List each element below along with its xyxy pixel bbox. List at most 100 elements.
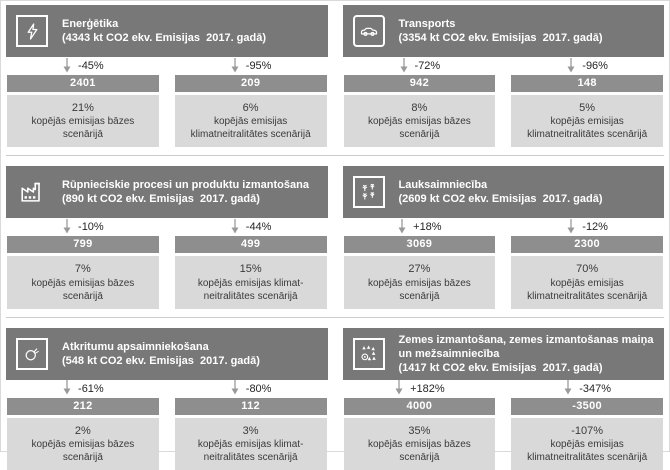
scenario-desc: kopējās emisijas klimat-neitralitātes sc… bbox=[197, 277, 304, 302]
share-label: 70% bbox=[576, 263, 599, 276]
scenario-desc: kopējās emisijas bāzes scenārijā bbox=[31, 277, 135, 302]
scenario-columns: -45% 2401 21% kopējās emisijas bāzes sce… bbox=[6, 57, 328, 148]
header-text: Rūpnieciskie procesi un produktu izmanto… bbox=[62, 178, 318, 206]
down-arrow-icon bbox=[400, 57, 408, 72]
header-text: Atkritumu apsaimniekošana (548 kt CO2 ek… bbox=[62, 340, 318, 368]
value-bar: 209 bbox=[174, 75, 327, 92]
header-text: Lauksaimniecība (2609 kt CO2 ekv. Emisij… bbox=[399, 178, 655, 206]
scenario-desc: kopējās emisijas bāzes scenārijā bbox=[367, 439, 471, 464]
scenario-desc: kopējās emisijas bāzes scenārijā bbox=[31, 439, 135, 464]
value-bar: -3500 bbox=[511, 397, 663, 415]
climate-scenario-column: -80% 112 3% kopējās emisijas klimat-neit… bbox=[174, 380, 327, 470]
connector: -10% bbox=[7, 218, 159, 236]
panel-zemes-izmantosana: Zemes izmantošana, zemes izmantošanas ma… bbox=[342, 327, 664, 470]
change-label: -10% bbox=[78, 221, 104, 234]
share-label: 35% bbox=[408, 424, 431, 437]
share-label: 5% bbox=[579, 102, 596, 114]
header-text: Transports (3354 kt CO2 ekv. Emisijas 20… bbox=[399, 17, 655, 45]
sector-header: Enerģētika (4343 kt CO2 ekv. Emisijas 20… bbox=[6, 5, 328, 57]
base-scenario-column: -45% 2401 21% kopējās emisijas bāzes sce… bbox=[7, 57, 159, 148]
sector-subtitle: (890 kt CO2 ekv. Emisijas 2017. gadā) bbox=[62, 193, 260, 206]
scenario-desc: kopējās emisijas klimatneitralitātes sce… bbox=[527, 277, 648, 302]
row-divider bbox=[6, 316, 664, 318]
share-label: 27% bbox=[408, 263, 431, 276]
connector: -72% bbox=[344, 57, 496, 75]
panel-rupnieciskie-procesi: Rūpnieciskie procesi un produktu izmanto… bbox=[6, 166, 328, 309]
share-label: 3% bbox=[242, 424, 259, 437]
scenario-desc-box: 8% kopējās emisijas bāzes scenārijā bbox=[343, 95, 496, 148]
plants-icon bbox=[352, 176, 385, 209]
row-2: Rūpnieciskie procesi un produktu izmanto… bbox=[6, 166, 665, 309]
change-label: -45% bbox=[78, 60, 104, 72]
climate-scenario-column: -44% 499 15% kopējās emisijas klimat-nei… bbox=[174, 218, 327, 309]
waste-bag-icon bbox=[16, 337, 48, 370]
connector: -12% bbox=[511, 218, 663, 236]
climate-scenario-column: -96% 148 5% kopējās emisijas klimatneitr… bbox=[511, 57, 663, 148]
panel-atkritumu-apsaimniekosana: Atkritumu apsaimniekošana (548 kt CO2 ek… bbox=[6, 327, 328, 470]
sector-subtitle: (1417 kt CO2 ekv. Emisijas 2017. gadā) bbox=[398, 361, 603, 374]
scenario-desc: kopējās emisijas bāzes scenārijā bbox=[31, 116, 135, 141]
down-arrow-icon bbox=[395, 380, 403, 395]
down-arrow-icon bbox=[564, 380, 572, 395]
change-label: -347% bbox=[579, 382, 612, 395]
down-arrow-icon bbox=[63, 57, 71, 72]
share-label: 21% bbox=[71, 102, 94, 114]
change-label: -61% bbox=[78, 382, 104, 395]
change-label: -12% bbox=[582, 221, 608, 234]
sector-subtitle: (4343 kt CO2 ekv. Emisijas 2017. gadā) bbox=[62, 32, 267, 44]
scenario-desc-box: 6% kopējās emisijas klimatneitralitātes … bbox=[174, 95, 327, 148]
value-bar: 942 bbox=[343, 75, 496, 92]
panel-transports: Transports (3354 kt CO2 ekv. Emisijas 20… bbox=[342, 5, 665, 148]
scenario-columns: -72% 942 8% kopējās emisijas bāzes scenā… bbox=[343, 57, 665, 148]
down-arrow-icon bbox=[63, 218, 71, 234]
factory-icon bbox=[16, 176, 48, 208]
value-bar: 499 bbox=[174, 236, 327, 254]
value-bar: 799 bbox=[7, 236, 159, 254]
header-text: Enerģētika (4343 kt CO2 ekv. Emisijas 20… bbox=[62, 17, 318, 45]
scenario-columns: +18% 3069 27% kopējās emisijas bāzes sce… bbox=[343, 218, 665, 309]
scenario-desc-box: 7% kopējās emisijas bāzes scenārijā bbox=[7, 256, 159, 309]
sector-header: Rūpnieciskie procesi un produktu izmanto… bbox=[6, 166, 328, 219]
share-label: 2% bbox=[74, 424, 91, 437]
connector: -61% bbox=[7, 380, 159, 398]
scenario-desc-box: 5% kopējās emisijas klimatneitralitātes … bbox=[511, 95, 663, 148]
sector-subtitle: (2609 kt CO2 ekv. Emisijas 2017. gadā) bbox=[398, 193, 603, 206]
sector-header: Atkritumu apsaimniekošana (548 kt CO2 ek… bbox=[6, 327, 328, 380]
scenario-desc-box: 27% kopējās emisijas bāzes scenārijā bbox=[343, 256, 496, 309]
connector: -96% bbox=[511, 57, 663, 75]
sector-header: Lauksaimniecība (2609 kt CO2 ekv. Emisij… bbox=[342, 166, 664, 219]
climate-scenario-column: -12% 2300 70% kopējās emisijas klimatnei… bbox=[511, 218, 663, 309]
connector: -45% bbox=[7, 57, 159, 75]
scenario-columns: -10% 799 7% kopējās emisijas bāzes scenā… bbox=[6, 218, 328, 309]
connector: -80% bbox=[175, 380, 327, 398]
climate-scenario-column: -347% -3500 -107% kopējās emisijas klima… bbox=[511, 380, 663, 470]
down-arrow-icon bbox=[231, 57, 239, 72]
scenario-desc-box: 70% kopējās emisijas klimatneitralitātes… bbox=[511, 256, 663, 309]
panel-energetika: Enerģētika (4343 kt CO2 ekv. Emisijas 20… bbox=[6, 5, 328, 148]
share-label: 15% bbox=[239, 263, 262, 276]
share-label: 8% bbox=[411, 102, 428, 114]
scenario-desc-box: 2% kopējās emisijas bāzes scenārijā bbox=[7, 417, 159, 470]
row-divider bbox=[6, 155, 664, 157]
row-3: Atkritumu apsaimniekošana (548 kt CO2 ek… bbox=[6, 327, 664, 470]
down-arrow-icon bbox=[567, 218, 575, 234]
scenario-desc: kopējās emisijas klimatneitralitātes sce… bbox=[527, 439, 648, 464]
panel-lauksaimnieciba: Lauksaimniecība (2609 kt CO2 ekv. Emisij… bbox=[342, 166, 665, 309]
scenario-desc: kopējās emisijas bāzes scenārijā bbox=[367, 277, 471, 302]
value-bar: 2401 bbox=[7, 75, 159, 92]
sector-title: Transports bbox=[398, 17, 456, 30]
sector-title: Zemes izmantošana, zemes izmantošanas ma… bbox=[398, 333, 654, 360]
scenario-desc-box: 35% kopējās emisijas bāzes scenārijā bbox=[343, 417, 496, 470]
land-use-icon bbox=[352, 337, 385, 370]
connector: -95% bbox=[175, 57, 327, 75]
value-bar: 2300 bbox=[511, 236, 663, 254]
scenario-desc: kopējās emisijas klimat-neitralitātes sc… bbox=[197, 439, 304, 464]
value-bar: 4000 bbox=[343, 397, 496, 415]
car-icon bbox=[352, 15, 385, 47]
connector: +18% bbox=[344, 218, 496, 236]
change-label: +182% bbox=[410, 382, 445, 395]
share-label: -107% bbox=[571, 424, 604, 437]
down-arrow-icon bbox=[231, 380, 239, 395]
lightning-icon bbox=[16, 15, 48, 47]
